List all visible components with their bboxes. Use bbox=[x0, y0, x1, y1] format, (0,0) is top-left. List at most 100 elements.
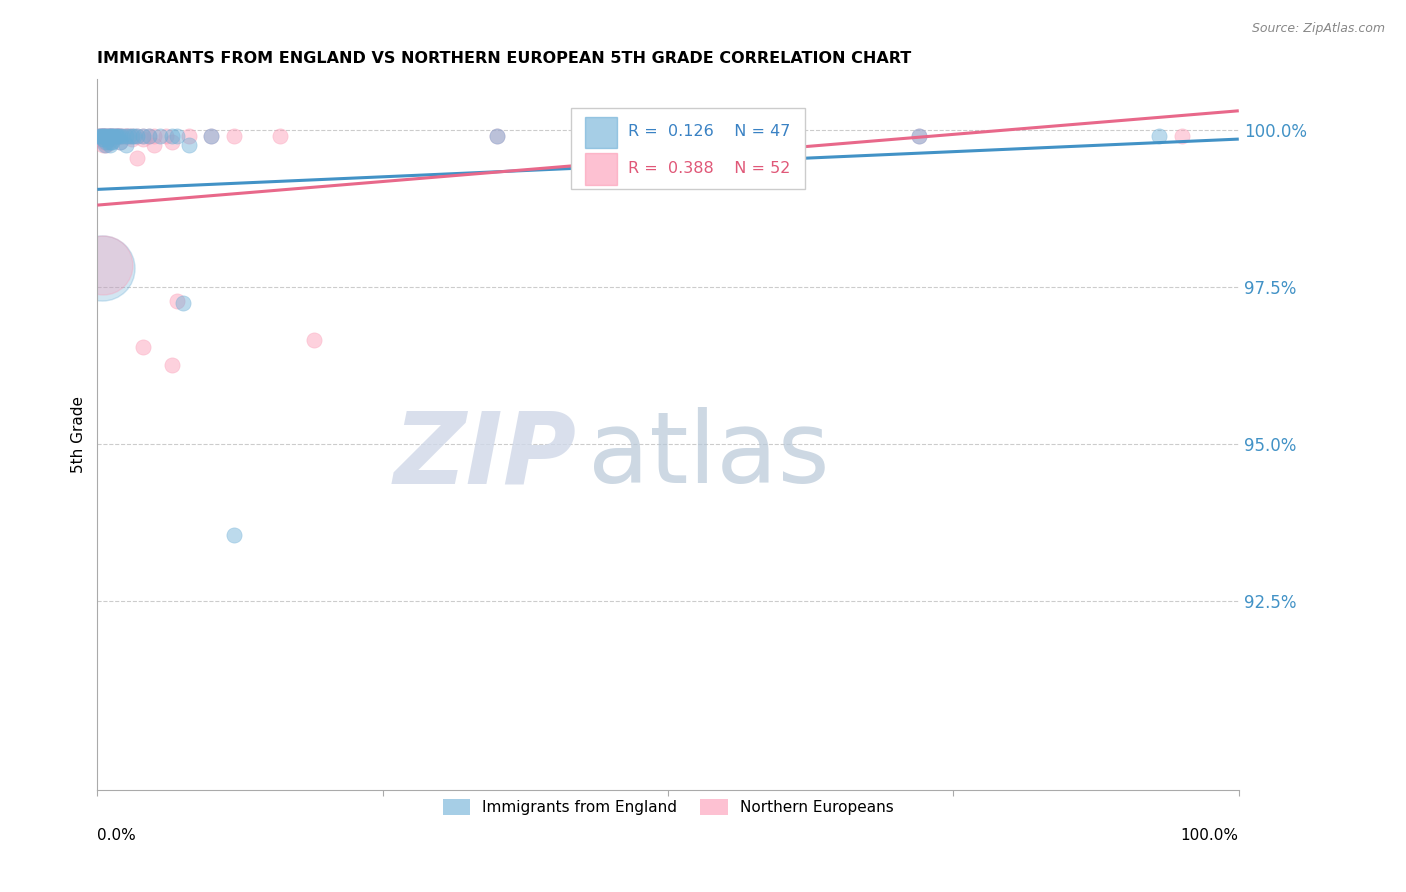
Point bbox=[105, 128, 128, 143]
Point bbox=[118, 128, 141, 143]
Point bbox=[87, 128, 110, 143]
Point bbox=[224, 128, 246, 143]
Point bbox=[97, 132, 120, 146]
Point bbox=[100, 135, 122, 149]
Point bbox=[91, 138, 114, 153]
Point bbox=[1170, 128, 1192, 143]
Point bbox=[90, 128, 112, 143]
Point bbox=[105, 128, 128, 143]
Point bbox=[103, 128, 125, 143]
Point bbox=[155, 128, 177, 143]
Point bbox=[143, 138, 166, 153]
Point bbox=[107, 128, 129, 143]
Point bbox=[103, 128, 125, 143]
Point bbox=[166, 128, 188, 143]
Point bbox=[166, 293, 188, 308]
Text: 100.0%: 100.0% bbox=[1181, 828, 1239, 843]
Point bbox=[122, 128, 145, 143]
Text: atlas: atlas bbox=[588, 408, 830, 504]
Point bbox=[111, 128, 134, 143]
Point bbox=[115, 128, 138, 143]
Point bbox=[100, 128, 122, 143]
Point bbox=[97, 135, 120, 149]
Point bbox=[224, 528, 246, 542]
Point bbox=[96, 128, 118, 143]
Point bbox=[94, 135, 117, 149]
Point bbox=[149, 128, 172, 143]
Point bbox=[121, 128, 143, 143]
Point bbox=[121, 128, 143, 143]
Point bbox=[111, 128, 134, 143]
Point bbox=[93, 128, 115, 143]
Point bbox=[97, 128, 120, 143]
Point bbox=[127, 128, 149, 143]
Point bbox=[96, 128, 118, 143]
Point bbox=[104, 128, 127, 143]
Point bbox=[160, 135, 183, 149]
Bar bbox=[585, 153, 617, 185]
Point bbox=[90, 132, 112, 146]
Text: 0.0%: 0.0% bbox=[97, 828, 136, 843]
Point bbox=[103, 132, 125, 146]
Point bbox=[138, 128, 160, 143]
Point bbox=[98, 128, 121, 143]
Point bbox=[138, 128, 160, 143]
Point bbox=[91, 258, 114, 272]
Point bbox=[97, 128, 120, 143]
Point bbox=[108, 128, 131, 143]
Point bbox=[485, 128, 508, 143]
Y-axis label: 5th Grade: 5th Grade bbox=[72, 396, 86, 473]
Point bbox=[98, 128, 121, 143]
Point bbox=[94, 128, 117, 143]
Point bbox=[101, 128, 124, 143]
Point bbox=[108, 128, 131, 143]
Point bbox=[103, 128, 125, 143]
Point bbox=[90, 128, 112, 143]
Point bbox=[93, 128, 115, 143]
Point bbox=[177, 128, 200, 143]
Point bbox=[90, 128, 112, 143]
Point bbox=[108, 135, 131, 149]
Point bbox=[93, 132, 115, 146]
Point bbox=[100, 128, 122, 143]
Point bbox=[93, 135, 115, 149]
Text: IMMIGRANTS FROM ENGLAND VS NORTHERN EUROPEAN 5TH GRADE CORRELATION CHART: IMMIGRANTS FROM ENGLAND VS NORTHERN EURO… bbox=[97, 51, 911, 66]
Point bbox=[108, 128, 131, 143]
Point bbox=[485, 128, 508, 143]
Point bbox=[269, 128, 291, 143]
Point bbox=[98, 138, 121, 153]
Point bbox=[87, 128, 110, 143]
Point bbox=[107, 128, 129, 143]
Text: Source: ZipAtlas.com: Source: ZipAtlas.com bbox=[1251, 22, 1385, 36]
Point bbox=[132, 128, 155, 143]
Point bbox=[91, 128, 114, 143]
FancyBboxPatch shape bbox=[571, 108, 806, 189]
Point bbox=[127, 151, 149, 165]
Point bbox=[302, 333, 325, 347]
Point bbox=[97, 132, 120, 146]
Point bbox=[96, 135, 118, 149]
Point bbox=[121, 132, 143, 146]
Point bbox=[118, 128, 141, 143]
Point bbox=[91, 132, 114, 146]
Point bbox=[132, 128, 155, 143]
Text: R =  0.126    N = 47: R = 0.126 N = 47 bbox=[628, 124, 790, 139]
Text: ZIP: ZIP bbox=[394, 408, 576, 504]
Point bbox=[132, 340, 155, 354]
Point bbox=[89, 128, 111, 143]
Point bbox=[97, 128, 120, 143]
Point bbox=[90, 260, 112, 275]
Point bbox=[90, 132, 112, 146]
Point bbox=[160, 128, 183, 143]
Point bbox=[104, 128, 127, 143]
Point bbox=[115, 138, 138, 153]
Point bbox=[200, 128, 222, 143]
Point bbox=[132, 132, 155, 146]
Point bbox=[101, 135, 124, 149]
Point bbox=[200, 128, 222, 143]
Point bbox=[97, 128, 120, 143]
Point bbox=[94, 138, 117, 153]
Point bbox=[96, 138, 118, 153]
Bar bbox=[585, 117, 617, 148]
Point bbox=[97, 135, 120, 149]
